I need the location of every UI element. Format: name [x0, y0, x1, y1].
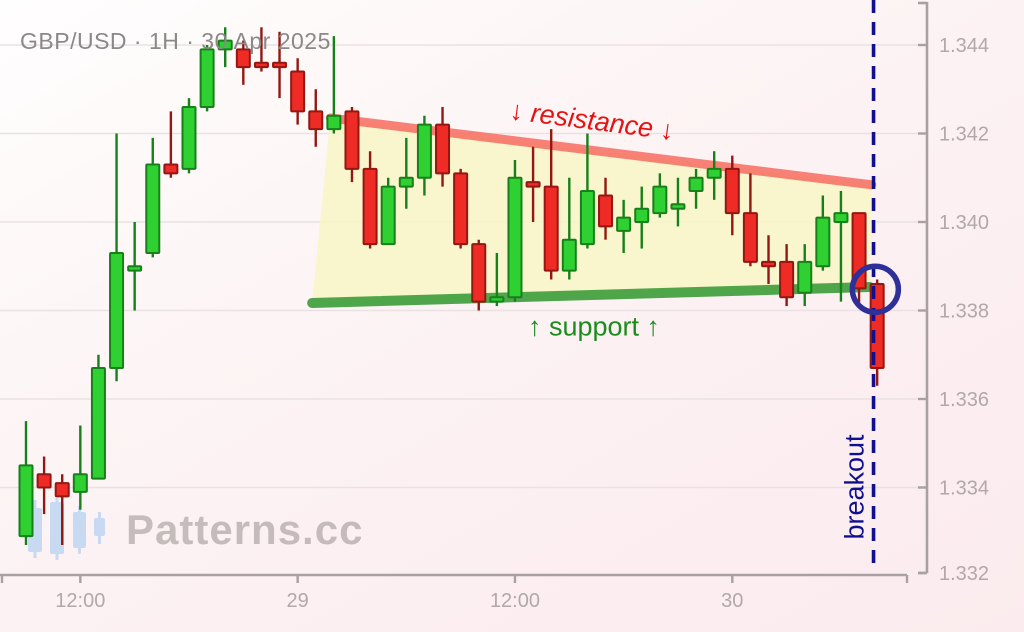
- svg-text:12:00: 12:00: [490, 590, 540, 612]
- svg-text:1.342: 1.342: [939, 124, 989, 146]
- svg-text:1.340: 1.340: [939, 212, 989, 234]
- patterns-logo-icon: [28, 498, 105, 560]
- watermark-text: Patterns.cc: [126, 506, 364, 553]
- svg-text:1.336: 1.336: [939, 389, 989, 411]
- svg-text:1.332: 1.332: [939, 563, 989, 585]
- svg-text:1.334: 1.334: [939, 478, 989, 500]
- breakout-label: breakout: [839, 434, 870, 540]
- svg-text:1.338: 1.338: [939, 301, 989, 323]
- support-label: ↑ support ↑: [527, 311, 661, 342]
- svg-text:29: 29: [287, 590, 309, 612]
- watermark: Patterns.cc: [28, 498, 363, 562]
- svg-text:30: 30: [721, 590, 743, 612]
- svg-text:1.344: 1.344: [939, 35, 989, 57]
- svg-text:12:00: 12:00: [55, 590, 105, 612]
- chart-title: GBP/USD · 1H · 30 Apr 2025: [20, 28, 331, 54]
